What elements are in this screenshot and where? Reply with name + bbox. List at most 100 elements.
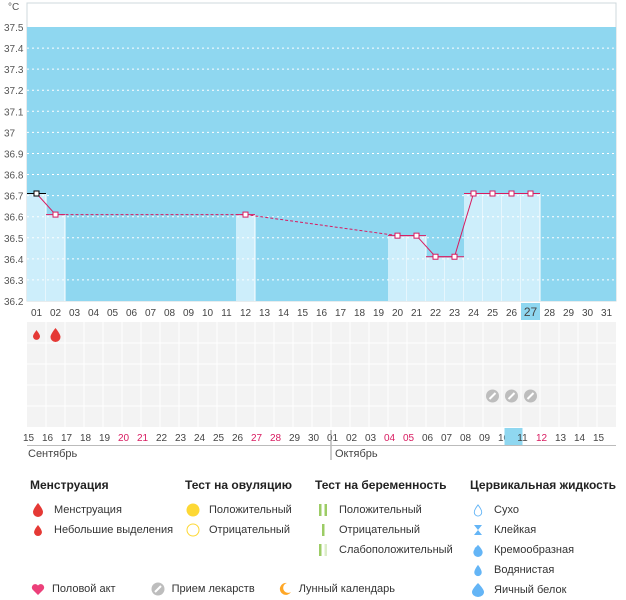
cycle-day-label[interactable]: 04 (88, 308, 100, 319)
cycle-day-label[interactable]: 05 (107, 308, 119, 319)
calendar-date-label[interactable]: 06 (422, 433, 434, 444)
calendar-date-label[interactable]: 30 (308, 433, 320, 444)
month-label-left: Сентябрь (28, 448, 78, 460)
cycle-day-label[interactable]: 07 (145, 308, 157, 319)
calendar-date-label[interactable]: 03 (365, 433, 377, 444)
cycle-day-label[interactable]: 06 (126, 308, 138, 319)
calendar-date-label[interactable]: 15 (23, 433, 35, 444)
legend-cervical: Цервикальная жидкость Сухо Клейкая Кремо… (470, 478, 616, 600)
legend-label: Положительный (339, 504, 422, 516)
calendar-date-label[interactable]: 18 (80, 433, 92, 444)
cycle-day-label[interactable]: 02 (50, 308, 62, 319)
y-tick-label: 36.9 (4, 149, 24, 160)
blood-drop-icon[interactable] (33, 330, 40, 340)
temperature-point[interactable] (52, 211, 59, 218)
heart-icon (30, 581, 46, 597)
calendar-date-label[interactable]: 12 (536, 433, 548, 444)
blood-drop-icon[interactable] (50, 328, 61, 342)
temperature-point[interactable] (33, 190, 40, 197)
calendar-date-label[interactable]: 22 (156, 433, 168, 444)
y-tick-label: 37.2 (4, 86, 24, 97)
temperature-point[interactable] (242, 211, 249, 218)
legend-label: Сухо (494, 504, 519, 516)
cycle-day-label[interactable]: 12 (240, 308, 252, 319)
calendar-date-label[interactable]: 19 (99, 433, 111, 444)
calendar-date-label[interactable]: 09 (479, 433, 491, 444)
calendar-date-label[interactable]: 01 (327, 433, 339, 444)
calendar-date-label[interactable]: 02 (346, 433, 358, 444)
cycle-day-label[interactable]: 08 (164, 308, 176, 319)
cycle-day-label[interactable]: 19 (373, 308, 385, 319)
cycle-day-label[interactable]: 16 (316, 308, 328, 319)
cycle-day-label[interactable]: 22 (430, 308, 442, 319)
calendar-date-label[interactable]: 05 (403, 433, 415, 444)
temperature-point[interactable] (394, 232, 401, 239)
calendar-date-label[interactable]: 29 (289, 433, 301, 444)
temperature-point[interactable] (451, 253, 458, 260)
cycle-day-label[interactable]: 23 (449, 308, 461, 319)
temperature-point[interactable] (489, 190, 496, 197)
cycle-day-label[interactable]: 11 (221, 308, 232, 319)
legend-title: Тест на беременность (315, 478, 447, 492)
temperature-point[interactable] (527, 190, 534, 197)
cycle-day-label[interactable]: 30 (582, 308, 594, 319)
marker-panel (27, 322, 616, 427)
y-tick-label: 36.7 (4, 192, 24, 203)
cycle-day-label[interactable]: 31 (601, 308, 613, 319)
calendar-date-label[interactable]: 08 (460, 433, 472, 444)
cycle-day-label[interactable]: 28 (544, 308, 556, 319)
temperature-point[interactable] (470, 190, 477, 197)
calendar-date-label[interactable]: 04 (384, 433, 396, 444)
cycle-day-label[interactable]: 09 (183, 308, 195, 319)
legend-label: Яичный белок (494, 584, 567, 596)
calendar-date-label[interactable]: 07 (441, 433, 453, 444)
calendar-date-label[interactable]: 20 (118, 433, 130, 444)
cycle-day-label[interactable]: 03 (69, 308, 81, 319)
calendar-date-label[interactable]: 26 (232, 433, 244, 444)
calendar-date-label[interactable]: 27 (251, 433, 263, 444)
cycle-day-label[interactable]: 25 (487, 308, 499, 319)
legend-bottom: Половой акт Прием лекарств Лунный календ… (30, 581, 417, 597)
temperature-point[interactable] (432, 253, 439, 260)
temperature-line-segment (245, 214, 398, 237)
cycle-day-label[interactable]: 18 (354, 308, 366, 319)
legend-item-egg-white: Яичный белок (470, 580, 616, 600)
cycle-day-label[interactable]: 27 (524, 305, 538, 319)
cycle-day-label[interactable]: 20 (392, 308, 404, 319)
temperature-point[interactable] (508, 190, 515, 197)
cycle-day-label[interactable]: 15 (297, 308, 309, 319)
highlight-date-cell (504, 428, 523, 445)
temperature-point[interactable] (413, 232, 420, 239)
calendar-date-label[interactable]: 23 (175, 433, 187, 444)
calendar-date-label[interactable]: 13 (555, 433, 567, 444)
calendar-date-label[interactable]: 17 (61, 433, 73, 444)
calendar-date-label[interactable]: 25 (213, 433, 225, 444)
cycle-day-label[interactable]: 13 (259, 308, 271, 319)
cycle-day-label[interactable]: 01 (31, 308, 43, 319)
calendar-date-label[interactable]: 10 (498, 433, 510, 444)
legend-label: Небольшие выделения (54, 524, 174, 536)
calendar-date-label[interactable]: 16 (42, 433, 54, 444)
cycle-day-label[interactable]: 14 (278, 308, 290, 319)
calendar-date-label[interactable]: 28 (270, 433, 282, 444)
y-tick-label: 37.1 (4, 107, 24, 118)
legend-title: Цервикальная жидкость (470, 478, 617, 492)
cycle-day-label[interactable]: 21 (411, 308, 423, 319)
small-blood-drop-icon (30, 522, 46, 538)
y-tick-label: 36.3 (4, 276, 24, 287)
cycle-day-label[interactable]: 26 (506, 308, 518, 319)
temperature-bar (388, 235, 407, 301)
calendar-date-label[interactable]: 21 (137, 433, 149, 444)
bbt-chart: °C 37.5 37.4 37.3 37.2 37.1 37 36.9 36.8 36.7 36.… (4, 2, 617, 460)
calendar-date-label[interactable]: 24 (194, 433, 206, 444)
calendar-date-label[interactable]: 14 (574, 433, 586, 444)
calendar-date-label[interactable]: 11 (517, 433, 528, 444)
cycle-day-label[interactable]: 24 (468, 308, 480, 319)
yellow-circle-icon (185, 502, 201, 518)
cycle-day-label[interactable]: 29 (563, 308, 575, 319)
legend-label: Положительный (209, 504, 292, 516)
cycle-day-label[interactable]: 10 (202, 308, 214, 319)
calendar-date-label[interactable]: 15 (593, 433, 605, 444)
empty-circle-icon (185, 522, 201, 538)
cycle-day-label[interactable]: 17 (335, 308, 347, 319)
